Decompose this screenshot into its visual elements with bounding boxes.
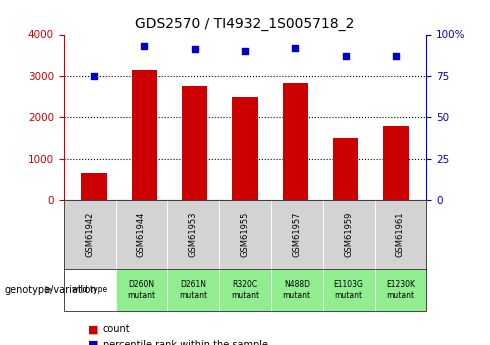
Point [392, 53, 400, 59]
Text: E1103G
mutant: E1103G mutant [334, 280, 364, 299]
Text: GSM61959: GSM61959 [344, 212, 353, 257]
Text: GSM61944: GSM61944 [137, 212, 146, 257]
Text: GSM61953: GSM61953 [189, 212, 197, 257]
Text: ■: ■ [88, 325, 98, 334]
Text: count: count [103, 325, 130, 334]
Text: wild type: wild type [72, 285, 107, 294]
Bar [232, 97, 258, 200]
Text: GSM61957: GSM61957 [293, 212, 301, 257]
Bar [283, 83, 308, 200]
Text: percentile rank within the sample: percentile rank within the sample [103, 340, 268, 345]
Bar [182, 86, 207, 200]
Text: GSM61942: GSM61942 [85, 212, 94, 257]
Bar [81, 173, 106, 200]
Bar [384, 126, 409, 200]
Text: ■: ■ [88, 340, 98, 345]
Text: D260N
mutant: D260N mutant [127, 280, 155, 299]
Text: D261N
mutant: D261N mutant [179, 280, 207, 299]
Point [342, 53, 350, 59]
Point [140, 43, 148, 49]
Text: R320C
mutant: R320C mutant [231, 280, 259, 299]
Text: E1230K
mutant: E1230K mutant [386, 280, 415, 299]
Text: N488D
mutant: N488D mutant [283, 280, 311, 299]
Point [90, 73, 98, 79]
Point [191, 47, 198, 52]
Point [292, 45, 299, 50]
Text: GSM61955: GSM61955 [241, 212, 249, 257]
Point [241, 48, 249, 54]
Text: GDS2570 / TI4932_1S005718_2: GDS2570 / TI4932_1S005718_2 [135, 17, 355, 31]
Bar [132, 70, 157, 200]
Text: GSM61961: GSM61961 [396, 212, 405, 257]
Text: genotype/variation: genotype/variation [5, 285, 98, 295]
Bar [333, 138, 358, 200]
